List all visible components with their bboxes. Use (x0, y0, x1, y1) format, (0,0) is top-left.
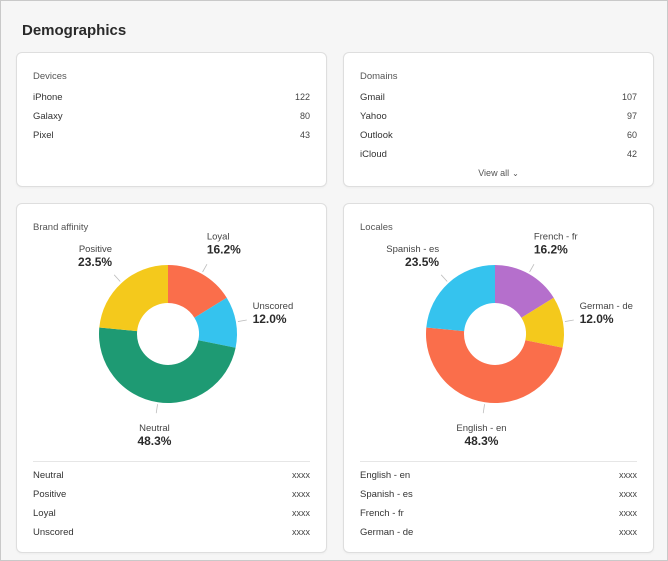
donut-slice[interactable] (99, 265, 168, 332)
devices-card-title: Devices (33, 71, 67, 82)
slice-name-label: Positive (79, 244, 112, 255)
list-item: Pixel 43 (33, 128, 310, 142)
legend-row: Unscored xxxx (33, 525, 310, 539)
legend-row: Spanish - es xxxx (360, 487, 637, 501)
legend-value: xxxx (619, 508, 637, 518)
slice-name-label: Neutral (139, 423, 170, 434)
donut-slice[interactable] (168, 265, 227, 318)
legend-label: Unscored (33, 526, 74, 538)
devices-card: Devices iPhone 122 Galaxy 80 Pixel 43 (16, 52, 327, 187)
donut-slice[interactable] (521, 297, 564, 348)
slice-name-label: English - en (456, 423, 506, 434)
device-count: 80 (299, 111, 310, 121)
legend-value: xxxx (619, 470, 637, 480)
legend-label: Loyal (33, 507, 56, 519)
device-label: Galaxy (33, 110, 63, 122)
list-item: Gmail 107 (360, 90, 637, 104)
slice-leader-line (482, 404, 485, 414)
brand-affinity-card-title: Brand affinity (33, 222, 89, 233)
domain-count: 107 (621, 92, 637, 102)
list-item: iCloud 42 (360, 147, 637, 161)
legend-label: German - de (360, 526, 414, 538)
legend-label: Neutral (33, 469, 64, 481)
device-count: 43 (299, 130, 310, 140)
locales-card: Locales French - fr 16.2% German - de 12.0%… (343, 203, 654, 553)
donut-slice[interactable] (426, 265, 495, 332)
slice-leader-line (155, 404, 158, 414)
domain-label: Yahoo (360, 110, 387, 122)
view-all-button[interactable]: View all ⌄ (344, 168, 653, 178)
list-item: Yahoo 97 (360, 109, 637, 123)
slice-leader-line (529, 263, 535, 273)
legend-row: English - en xxxx (360, 468, 637, 482)
divider (33, 461, 310, 462)
slice-leader-line (113, 274, 121, 282)
slice-leader-line (237, 319, 247, 322)
legend-value: xxxx (292, 527, 310, 537)
slice-name-label: Loyal (207, 232, 230, 243)
legend-value: xxxx (292, 470, 310, 480)
legend-label: Positive (33, 488, 67, 500)
legend-row: Positive xxxx (33, 487, 310, 501)
legend-row: French - fr xxxx (360, 506, 637, 520)
donut-slice[interactable] (98, 327, 236, 404)
list-item: Galaxy 80 (33, 109, 310, 123)
domain-count: 60 (626, 130, 637, 140)
legend-value: xxxx (619, 489, 637, 499)
domain-count: 97 (626, 111, 637, 121)
domain-label: Gmail (360, 91, 385, 103)
slice-name-label: Spanish - es (386, 244, 439, 255)
brand-affinity-card: Brand affinity Loyal 16.2% Unscored 12.0% Ne… (16, 203, 327, 553)
legend-row: Loyal xxxx (33, 506, 310, 520)
slice-percent-label: 48.3% (464, 434, 498, 448)
slice-name-label: French - fr (534, 232, 578, 243)
slice-percent-label: 23.5% (78, 255, 112, 269)
legend-label: French - fr (360, 507, 404, 519)
chevron-down-icon: ⌄ (512, 169, 519, 178)
device-label: iPhone (33, 91, 63, 103)
legend-label: English - en (360, 469, 411, 481)
donut-slice[interactable] (194, 297, 238, 348)
domains-card-title: Domains (360, 71, 398, 82)
domain-label: Outlook (360, 129, 393, 141)
divider (360, 461, 637, 462)
slice-name-label: Unscored (253, 301, 294, 312)
domains-card: Domains Gmail 107 Yahoo 97 Outlook 60 iC… (343, 52, 654, 187)
slice-leader-line (564, 319, 574, 322)
domain-count: 42 (626, 149, 637, 159)
slice-percent-label: 23.5% (405, 255, 439, 269)
slice-percent-label: 12.0% (253, 312, 287, 326)
slice-percent-label: 16.2% (534, 243, 568, 257)
page-title: Demographics (22, 22, 127, 39)
view-all-label: View all (478, 168, 510, 178)
legend-label: Spanish - es (360, 488, 413, 500)
locales-card-title: Locales (360, 222, 393, 233)
legend-value: xxxx (619, 527, 637, 537)
slice-leader-line (440, 274, 448, 282)
slice-percent-label: 16.2% (207, 243, 241, 257)
legend-value: xxxx (292, 489, 310, 499)
list-item: Outlook 60 (360, 128, 637, 142)
slice-percent-label: 48.3% (137, 434, 171, 448)
donut-slice[interactable] (425, 327, 563, 404)
donut-slice[interactable] (495, 265, 554, 318)
list-item: iPhone 122 (33, 90, 310, 104)
device-count: 122 (294, 92, 310, 102)
legend-row: Neutral xxxx (33, 468, 310, 482)
device-label: Pixel (33, 129, 54, 141)
domain-label: iCloud (360, 148, 387, 160)
slice-name-label: German - de (580, 301, 633, 312)
slice-percent-label: 12.0% (580, 312, 614, 326)
legend-value: xxxx (292, 508, 310, 518)
legend-row: German - de xxxx (360, 525, 637, 539)
slice-leader-line (202, 263, 208, 273)
